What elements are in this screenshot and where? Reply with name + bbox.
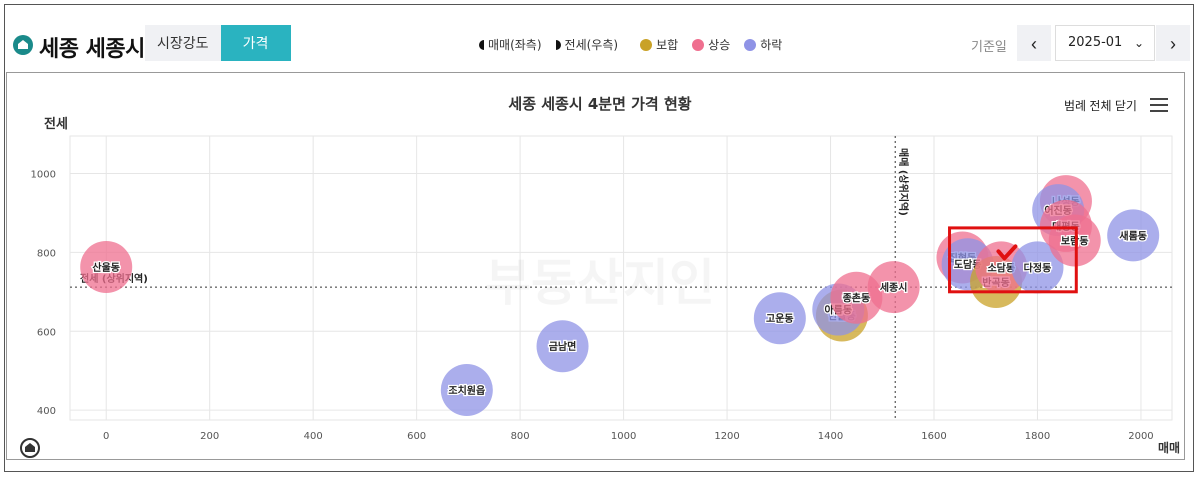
app-frame: 세종 세종시 시장강도 가격 매매(좌측) 전세(우측) 보합 상승	[4, 4, 1194, 472]
data-point[interactable]: 금남면	[536, 320, 589, 373]
bubbles: 산울동조치원읍금남면고운동한솔동아름동종촌동세종시집현동도담동반곡동소담동다정동…	[80, 175, 1160, 417]
bubble	[975, 241, 1028, 294]
check-mark-icon	[996, 244, 1018, 261]
x-tick-label: 600	[407, 431, 426, 442]
x-tick-label: 2000	[1128, 431, 1153, 442]
legend-rise-label: 상승	[708, 38, 731, 52]
top-bar: 세종 세종시 시장강도 가격 매매(좌측) 전세(우측) 보합 상승	[5, 5, 1195, 77]
x-tick-label: 0	[103, 431, 109, 442]
legend-sale-label: 매매(좌측)	[488, 38, 542, 52]
y-tick-label: 1000	[31, 169, 56, 180]
chart-container	[6, 72, 1185, 460]
x-axis-label: 매매	[1158, 440, 1180, 455]
chevron-right-icon: ›	[1170, 34, 1176, 54]
highlight-box	[948, 226, 1078, 294]
x-reference-label: 매매 (상위지역)	[897, 148, 910, 216]
point-label: 다정동	[1024, 261, 1052, 274]
date-select-value: 2025-01	[1068, 35, 1123, 50]
x-tick-label: 800	[511, 431, 530, 442]
watermark: 부동산지인	[485, 254, 715, 312]
bubble	[867, 261, 920, 314]
data-point[interactable]: 보람동	[1048, 214, 1101, 267]
bubble	[1011, 241, 1064, 294]
grid-layer: 0 200 400 600 800 1000 1200 1400 1600 1800 2000 400…	[31, 135, 1173, 442]
legend-jeonse-label: 전세(우측)	[564, 38, 619, 52]
legend-rise[interactable]: 상승	[692, 36, 730, 53]
legend-flat-label: 보합	[656, 38, 679, 52]
bubble	[80, 240, 133, 293]
flat-dot-icon	[640, 38, 653, 51]
data-point[interactable]: 산울동	[80, 240, 133, 293]
next-month-button[interactable]: ›	[1156, 25, 1190, 61]
tab-price[interactable]: 가격	[220, 25, 291, 61]
y-tick-label: 400	[37, 406, 56, 417]
menu-icon[interactable]	[1150, 98, 1168, 112]
y-tick-label: 600	[37, 327, 56, 338]
point-label: 종촌동	[843, 292, 871, 305]
overlay	[948, 226, 1078, 294]
x-tick-label: 1600	[921, 431, 946, 442]
point-label: 금남면	[549, 340, 577, 353]
data-point[interactable]: 세종시	[867, 261, 920, 314]
x-tick-label: 200	[200, 431, 219, 442]
tab-market-strength[interactable]: 시장강도	[145, 25, 221, 61]
page-title: 세종 세종시	[39, 37, 145, 62]
point-label: 소담동	[987, 261, 1015, 274]
bubble	[536, 320, 589, 373]
plot-area	[69, 135, 1173, 421]
point-label: 산울동	[92, 261, 120, 274]
chevron-left-icon: ‹	[1031, 34, 1037, 54]
reference-date-label: 기준일	[971, 40, 1007, 55]
fall-dot-icon	[744, 38, 757, 51]
y-tick-label: 800	[37, 248, 56, 259]
rise-dot-icon	[692, 38, 705, 51]
point-label: 보람동	[1061, 235, 1089, 248]
home-logo-icon	[13, 35, 33, 55]
bubble	[1107, 209, 1160, 262]
view-tabs: 시장강도 가격	[145, 25, 291, 61]
x-tick-label: 1800	[1025, 431, 1050, 442]
x-tick-label: 1000	[611, 431, 636, 442]
point-label: 조치원읍	[448, 384, 485, 397]
y-axis-label: 전세	[44, 116, 68, 132]
status-legend: 매매(좌측) 전세(우측) 보합 상승 하락	[479, 36, 796, 53]
legend-fall-label: 하락	[760, 38, 783, 52]
left-half-circle-icon	[479, 39, 484, 50]
legend-jeonse[interactable]: 전세(우측)	[555, 36, 619, 53]
point-label: 새롬동	[1119, 229, 1147, 242]
legend-flat[interactable]: 보합	[640, 36, 678, 53]
legend-toggle-button[interactable]: 범례 전체 닫기	[1058, 96, 1143, 115]
data-point[interactable]: 새롬동	[1107, 209, 1160, 262]
date-select[interactable]: 2025-01 ⌄	[1055, 25, 1155, 61]
prev-month-button[interactable]: ‹	[1017, 25, 1051, 61]
data-point[interactable]: 다정동	[1011, 241, 1064, 294]
legend-sale[interactable]: 매매(좌측)	[479, 36, 542, 53]
point-label: 고운동	[766, 313, 794, 325]
point-label: 세종시	[880, 281, 908, 294]
x-tick-label: 1400	[818, 431, 843, 442]
x-tick-label: 400	[304, 431, 323, 442]
chart-title: 세종 세종시 4분면 가격 현황	[508, 95, 691, 113]
legend-fall[interactable]: 하락	[744, 36, 782, 53]
brand-logo-icon	[20, 438, 40, 458]
x-tick-label: 1200	[714, 431, 739, 442]
chevron-down-icon: ⌄	[1133, 36, 1144, 50]
data-point[interactable]: 조치원읍	[440, 364, 493, 417]
bubble	[753, 292, 806, 345]
bubble	[440, 364, 493, 417]
right-half-circle-icon	[555, 39, 561, 50]
data-point[interactable]: 소담동	[975, 241, 1028, 294]
data-point[interactable]: 고운동	[753, 292, 806, 345]
